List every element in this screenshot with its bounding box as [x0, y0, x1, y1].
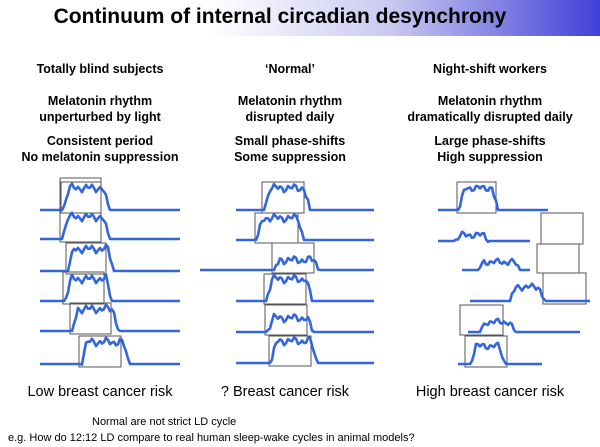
dark-period-box: [65, 242, 107, 275]
melatonin-trace: [236, 212, 374, 242]
melatonin-trace: [40, 211, 180, 241]
rhythm-line: Melatonin rhythm: [437, 94, 543, 108]
dark-period-box: [542, 272, 587, 305]
dark-period-box: [59, 177, 102, 243]
dark-period-box: [456, 181, 497, 214]
melatonin-trace: [200, 255, 374, 272]
melatonin-trace: [40, 303, 180, 333]
column-features-night-shift: Large phase-shifts High suppression: [390, 133, 590, 165]
column-rhythm-blind: Melatonin rhythm unperturbed by light: [0, 93, 200, 125]
dark-period-box: [78, 335, 122, 368]
dark-period-box: [69, 302, 112, 335]
risk-label-night-shift: High breast cancer risk: [415, 384, 565, 400]
risk-label-normal: ? Breast cancer risk: [220, 384, 350, 400]
feature-line: Small phase-shifts: [234, 134, 346, 148]
melatonin-trace: [458, 341, 542, 366]
melatonin-trace: [40, 273, 180, 303]
dark-period-box: [271, 242, 315, 274]
melatonin-trace: [236, 336, 374, 365]
dark-period-box: [62, 271, 105, 305]
risk-label-blind: Low breast cancer risk: [27, 384, 173, 400]
title-bar: [0, 0, 600, 36]
melatonin-trace: [40, 243, 180, 273]
melatonin-trace: [470, 282, 590, 303]
rhythm-line: Melatonin rhythm: [237, 94, 343, 108]
rhythm-line: unperturbed by light: [39, 110, 161, 124]
slide-title: Continuum of internal circadian desynchr…: [53, 5, 507, 28]
feature-line: High suppression: [437, 150, 543, 164]
melatonin-trace: [40, 182, 180, 212]
melatonin-trace: [236, 182, 374, 212]
dark-period-box: [464, 335, 508, 368]
column-heading-normal: ‘Normal’: [264, 62, 315, 76]
melatonin-trace: [40, 336, 180, 366]
melatonin-trace: [236, 312, 374, 334]
feature-line: Large phase-shifts: [434, 134, 546, 148]
column-heading-night-shift: Night-shift workers: [433, 62, 547, 76]
dark-period-box: [536, 243, 580, 274]
melatonin-trace: [462, 257, 530, 272]
melatonin-trace: [438, 184, 548, 212]
footnote-1: Normal are not strict LD cycle: [92, 416, 237, 428]
column-features-blind: Consistent period No melatonin suppressi…: [0, 133, 200, 165]
dark-period-box: [459, 304, 504, 336]
feature-line: Some suppression: [234, 150, 346, 164]
feature-line: Consistent period: [46, 134, 154, 148]
footnote-2: e.g. How do 12:12 LD compare to real hum…: [8, 432, 415, 444]
melatonin-trace: [468, 317, 580, 334]
rhythm-line: dramatically disrupted daily: [407, 110, 573, 124]
column-rhythm-night-shift: Melatonin rhythm dramatically disrupted …: [390, 93, 590, 125]
melatonin-trace: [438, 230, 530, 244]
column-rhythm-normal: Melatonin rhythm disrupted daily: [190, 93, 390, 125]
column-features-normal: Small phase-shifts Some suppression: [190, 133, 390, 165]
rhythm-line: Melatonin rhythm: [47, 94, 153, 108]
dark-period-box: [268, 335, 312, 367]
dark-period-box: [540, 212, 584, 245]
rhythm-line: disrupted daily: [245, 110, 335, 124]
dark-period-box: [263, 273, 307, 305]
feature-line: No melatonin suppression: [21, 150, 179, 164]
column-heading-blind: Totally blind subjects: [36, 62, 164, 76]
melatonin-trace: [236, 273, 374, 303]
